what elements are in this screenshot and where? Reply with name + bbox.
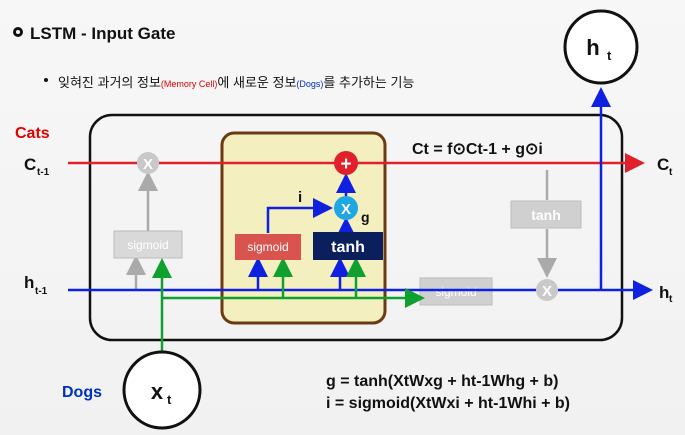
c-out-label: C [657,155,669,174]
ht-circle-sub: t [607,48,612,63]
subtitle: 잊혀진 과거의 정보(Memory Cell)에 새로운 정보(Dogs)를 추… [58,72,414,91]
c-prev-label: C [24,155,36,174]
input-tanh-box [313,232,383,260]
g-equation: g = tanh(XtWxg + ht-1Whg + b) [326,373,558,390]
forget-mult-circle [137,152,159,174]
input-tanh-label: tanh [331,239,365,256]
h-out-label: h [659,283,669,302]
i-to-mult [266,198,333,233]
input-gate-box [220,131,387,325]
ht-output-circle [563,9,639,85]
forget-sigmoid-box [113,230,183,259]
lstm-cell-box [88,113,624,342]
subtitle-dogs: (Dogs) [296,79,324,89]
forget-sigmoid-label: sigmoid [127,238,168,252]
g-label: g [361,209,370,225]
subtitle-memory-cell: (Memory Cell) [160,79,218,89]
xt-input-circle [122,350,202,430]
input-sigmoid-box [235,234,301,260]
forget-mult-symbol: X [143,156,153,173]
output-tanh-box [510,200,582,229]
cell-equation: Ct = f⊙Ct-1 + g⊙i [412,141,543,158]
plus-symbol: + [340,154,351,175]
output-mult-symbol: X [542,283,552,300]
output-tanh-label: tanh [531,207,561,223]
xt-circle-label: x [151,379,164,404]
i-label: i [298,189,302,206]
output-mult-circle [536,279,558,301]
subtitle-bullet [44,78,48,82]
c-out-sub: t [669,167,673,178]
title-bullet [13,27,23,37]
cats-label: Cats [15,125,50,142]
input-mult-symbol: X [341,201,351,218]
ht-circle-label: h [586,35,599,60]
dogs-label: Dogs [62,384,102,401]
output-sigmoid-label: sigmoid [435,285,476,299]
h-prev-sub: t-1 [35,286,48,297]
h-prev-label: h [24,273,34,292]
h-out-sub: t [669,294,673,305]
subtitle-part-a: 잊혀진 과거의 정보 [58,75,161,90]
plus-circle [334,151,358,175]
c-prev-sub: t-1 [37,167,50,178]
xt-circle-sub: t [167,392,172,407]
input-mult-circle [334,196,358,220]
subtitle-part-b: 에 새로운 정보 [217,75,297,90]
input-sigmoid-label: sigmoid [247,240,288,254]
slide-title: LSTM - Input Gate [30,24,176,43]
subtitle-part-c: 를 추가하는 기능 [323,75,415,90]
i-equation: i = sigmoid(XtWxi + ht-1Whi + b) [326,395,570,412]
